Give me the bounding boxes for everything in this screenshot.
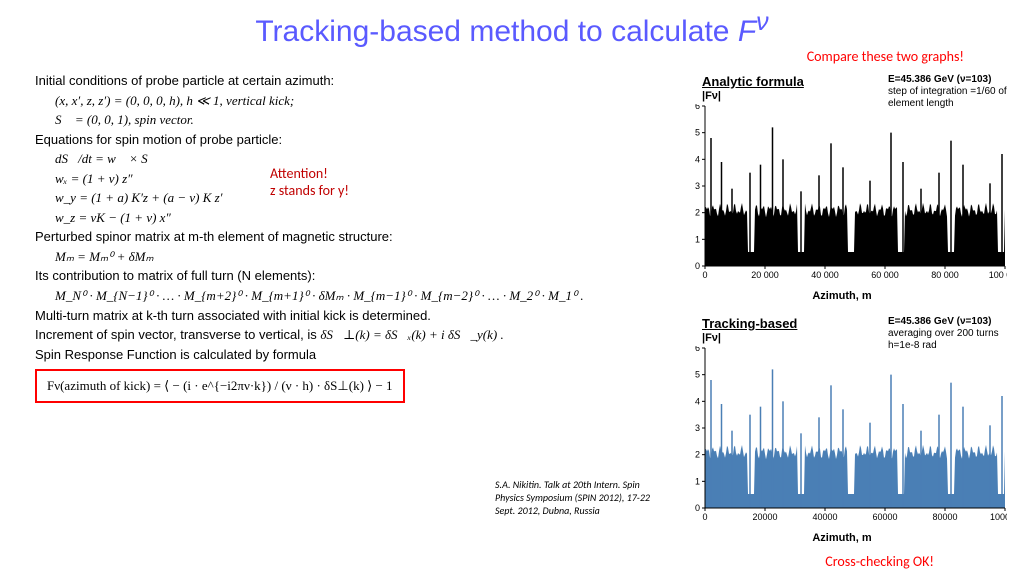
svg-text:4: 4 [695,154,700,164]
attention-line: z stands for y! [270,182,349,199]
equation: w_z = νK − (1 + ν) x″ [35,209,595,227]
chart-xlabel: Azimuth, m [672,532,1012,544]
citation: S.A. Nikitin. Talk at 20th Intern. Spin … [495,478,670,517]
svg-text:2: 2 [695,208,700,218]
svg-text:0: 0 [695,261,700,271]
attention-line: Attention! [270,165,349,182]
svg-text:3: 3 [695,181,700,191]
chart-svg: 0 1 2 3 4 5 6 0 20 000 40 000 60 000 80 000 100 000 [687,104,1007,289]
text-line: Increment of spin vector, transverse to … [35,326,595,344]
svg-text:5: 5 [695,128,700,138]
compare-label: Compare these two graphs! [807,48,964,65]
svg-text:40 000: 40 000 [811,270,839,280]
svg-text:1: 1 [695,234,700,244]
svg-text:100000: 100000 [990,512,1007,522]
chart-info-bold: E=45.386 GeV (ν=103) [888,316,991,327]
title-symbol: F [738,15,756,48]
equation-inline: δS⃗⊥(k) = δS⃗ₓ(k) + i δS⃗_y(k) . [320,327,503,342]
svg-text:2: 2 [695,450,700,460]
text-line: Its contribution to matrix of full turn … [35,267,595,285]
svg-text:40000: 40000 [812,512,837,522]
chart-title: Tracking-based [702,316,797,331]
svg-text:0: 0 [695,503,700,513]
svg-text:60000: 60000 [872,512,897,522]
chart-analytic: Analytic formula |Fν| E=45.386 GeV (ν=10… [672,72,1012,302]
chart-ylabel: |Fν| [702,90,721,102]
text-line: Spin Response Function is calculated by … [35,346,595,364]
svg-text:0: 0 [702,512,707,522]
svg-text:6: 6 [695,104,700,111]
svg-text:5: 5 [695,370,700,380]
chart-xlabel: Azimuth, m [672,290,1012,302]
chart-ylabel: |Fν| [702,332,721,344]
svg-text:1: 1 [695,476,700,486]
svg-text:3: 3 [695,423,700,433]
title-sup: ν [756,8,769,36]
chart-tracking: Tracking-based |Fν| E=45.386 GeV (ν=103)… [672,314,1012,544]
left-column: Initial conditions of probe particle at … [35,70,595,403]
text-line: Multi-turn matrix at k-th turn associate… [35,307,595,325]
text-line: Equations for spin motion of probe parti… [35,131,595,149]
title-main: Tracking-based method to calculate [255,15,737,48]
chart-info-bold: E=45.386 GeV (ν=103) [888,74,991,85]
svg-text:80000: 80000 [932,512,957,522]
svg-text:20000: 20000 [752,512,777,522]
text-line: Initial conditions of probe particle at … [35,72,595,90]
crosscheck-label: Cross-checking OK! [825,553,934,570]
equation: M_N⁰ · M_{N−1}⁰ · … · M_{m+2}⁰ · M_{m+1}… [35,287,595,305]
attention-note: Attention! z stands for y! [270,165,349,199]
svg-text:60 000: 60 000 [871,270,899,280]
svg-text:0: 0 [702,270,707,280]
svg-text:20 000: 20 000 [751,270,779,280]
chart-svg: 0 1 2 3 4 5 6 0 20000 40000 60000 80000 100000 [687,346,1007,531]
svg-text:100 000: 100 000 [989,270,1007,280]
svg-text:4: 4 [695,396,700,406]
equation: (x, x′, z, z′) = (0, 0, 0, h), h ≪ 1, ve… [35,92,595,110]
text-line: Perturbed spinor matrix at m-th element … [35,228,595,246]
svg-text:6: 6 [695,346,700,353]
text-span: Increment of spin vector, transverse to … [35,327,320,342]
equation: S⃗ = (0, 0, 1), spin vector. [35,111,595,129]
svg-text:80 000: 80 000 [931,270,959,280]
boxed-formula: Fν(azimuth of kick) = ⟨ − (i · e^{−i2πν·… [35,369,405,403]
slide-title: Tracking-based method to calculate Fν [0,8,1024,49]
chart-title: Analytic formula [702,74,804,89]
equation: Mₘ = Mₘ⁰ + δMₘ [35,248,595,266]
